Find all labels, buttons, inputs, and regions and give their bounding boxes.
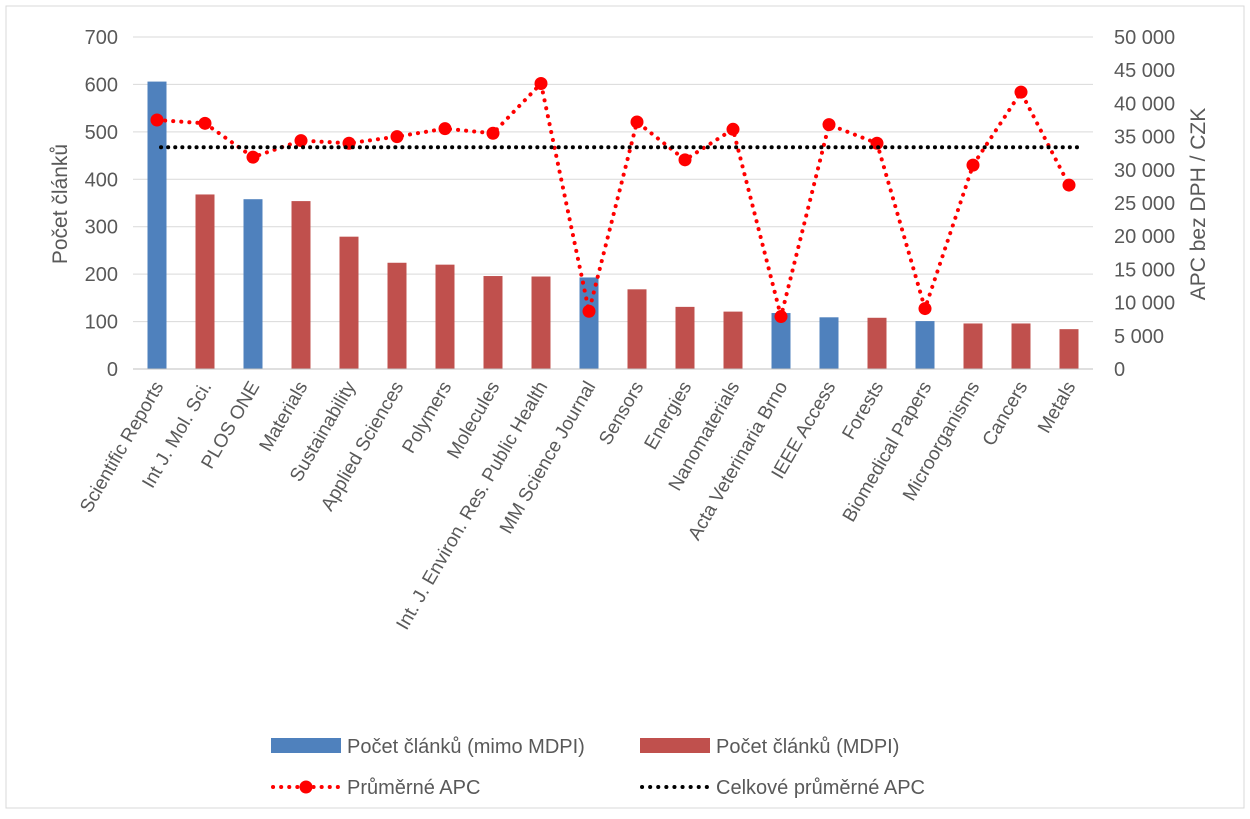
line-marker — [918, 302, 932, 316]
y-tick-label: 700 — [85, 27, 118, 49]
y2-axis-title: APC bez DPH / CZK — [1187, 108, 1210, 301]
bar — [435, 264, 455, 369]
y-axis-title: Počet článků — [49, 144, 72, 264]
bar — [483, 276, 503, 369]
y-tick-label: 0 — [107, 359, 118, 381]
legend-swatch — [640, 738, 710, 753]
bar — [387, 262, 407, 369]
y-tick-label: 200 — [85, 264, 118, 286]
bar — [1011, 323, 1031, 369]
y2-tick-label: 50 000 — [1114, 27, 1175, 49]
legend-swatch — [271, 738, 341, 753]
bars — [147, 81, 1079, 369]
y-tick-label: 400 — [85, 169, 118, 191]
legend-label: Celkové průměrné APC — [716, 777, 925, 799]
line-marker — [198, 116, 212, 130]
y-tick-label: 100 — [85, 312, 118, 334]
y2-tick-label: 30 000 — [1114, 160, 1175, 182]
line-marker — [630, 115, 644, 129]
bar — [291, 201, 311, 369]
y2-tick-label: 25 000 — [1114, 193, 1175, 215]
bar — [963, 323, 983, 369]
line-marker — [390, 130, 404, 144]
y2-tick-label: 10 000 — [1114, 293, 1175, 315]
bar — [627, 289, 647, 369]
line-marker — [678, 153, 692, 167]
lines — [150, 76, 1079, 324]
bar — [195, 194, 215, 369]
legend-label: Počet článků (MDPI) — [716, 736, 899, 758]
chart-border — [5, 5, 1245, 809]
line-marker — [1062, 178, 1076, 192]
line-marker — [582, 304, 596, 318]
bar — [531, 276, 551, 369]
line-marker — [966, 158, 980, 172]
bar — [243, 199, 263, 369]
y-tick-label: 600 — [85, 74, 118, 96]
bar — [819, 317, 839, 369]
legend-label: Průměrné APC — [347, 777, 480, 799]
line-marker — [150, 113, 164, 127]
legend-marker — [299, 780, 313, 794]
line-marker — [534, 76, 548, 90]
bar — [867, 317, 887, 369]
bar — [771, 313, 791, 369]
y-tick-label: 500 — [85, 122, 118, 144]
y2-tick-label: 40 000 — [1114, 93, 1175, 115]
y2-tick-label: 35 000 — [1114, 127, 1175, 149]
line-marker — [438, 122, 452, 136]
y-tick-label: 300 — [85, 217, 118, 239]
bar — [723, 311, 743, 369]
bar — [1059, 329, 1079, 369]
y2-tick-label: 15 000 — [1114, 259, 1175, 281]
line-marker — [486, 126, 500, 140]
line-marker — [726, 122, 740, 136]
bar — [579, 277, 599, 369]
bar — [675, 306, 695, 369]
line-marker — [870, 136, 884, 150]
y2-tick-label: 5 000 — [1114, 326, 1164, 348]
bar — [915, 321, 935, 369]
bar — [339, 236, 359, 369]
line-marker — [1014, 85, 1028, 99]
y2-tick-label: 45 000 — [1114, 60, 1175, 82]
y2-tick-label: 0 — [1114, 359, 1125, 381]
legend: Počet článků (mimo MDPI) Počet článků (MD… — [271, 736, 925, 799]
y2-tick-label: 20 000 — [1114, 226, 1175, 248]
line-marker — [294, 134, 308, 148]
line-marker — [822, 118, 836, 132]
legend-label: Počet článků (mimo MDPI) — [347, 736, 585, 758]
line-marker — [774, 310, 788, 324]
line-marker — [246, 150, 260, 164]
bar — [147, 81, 167, 369]
